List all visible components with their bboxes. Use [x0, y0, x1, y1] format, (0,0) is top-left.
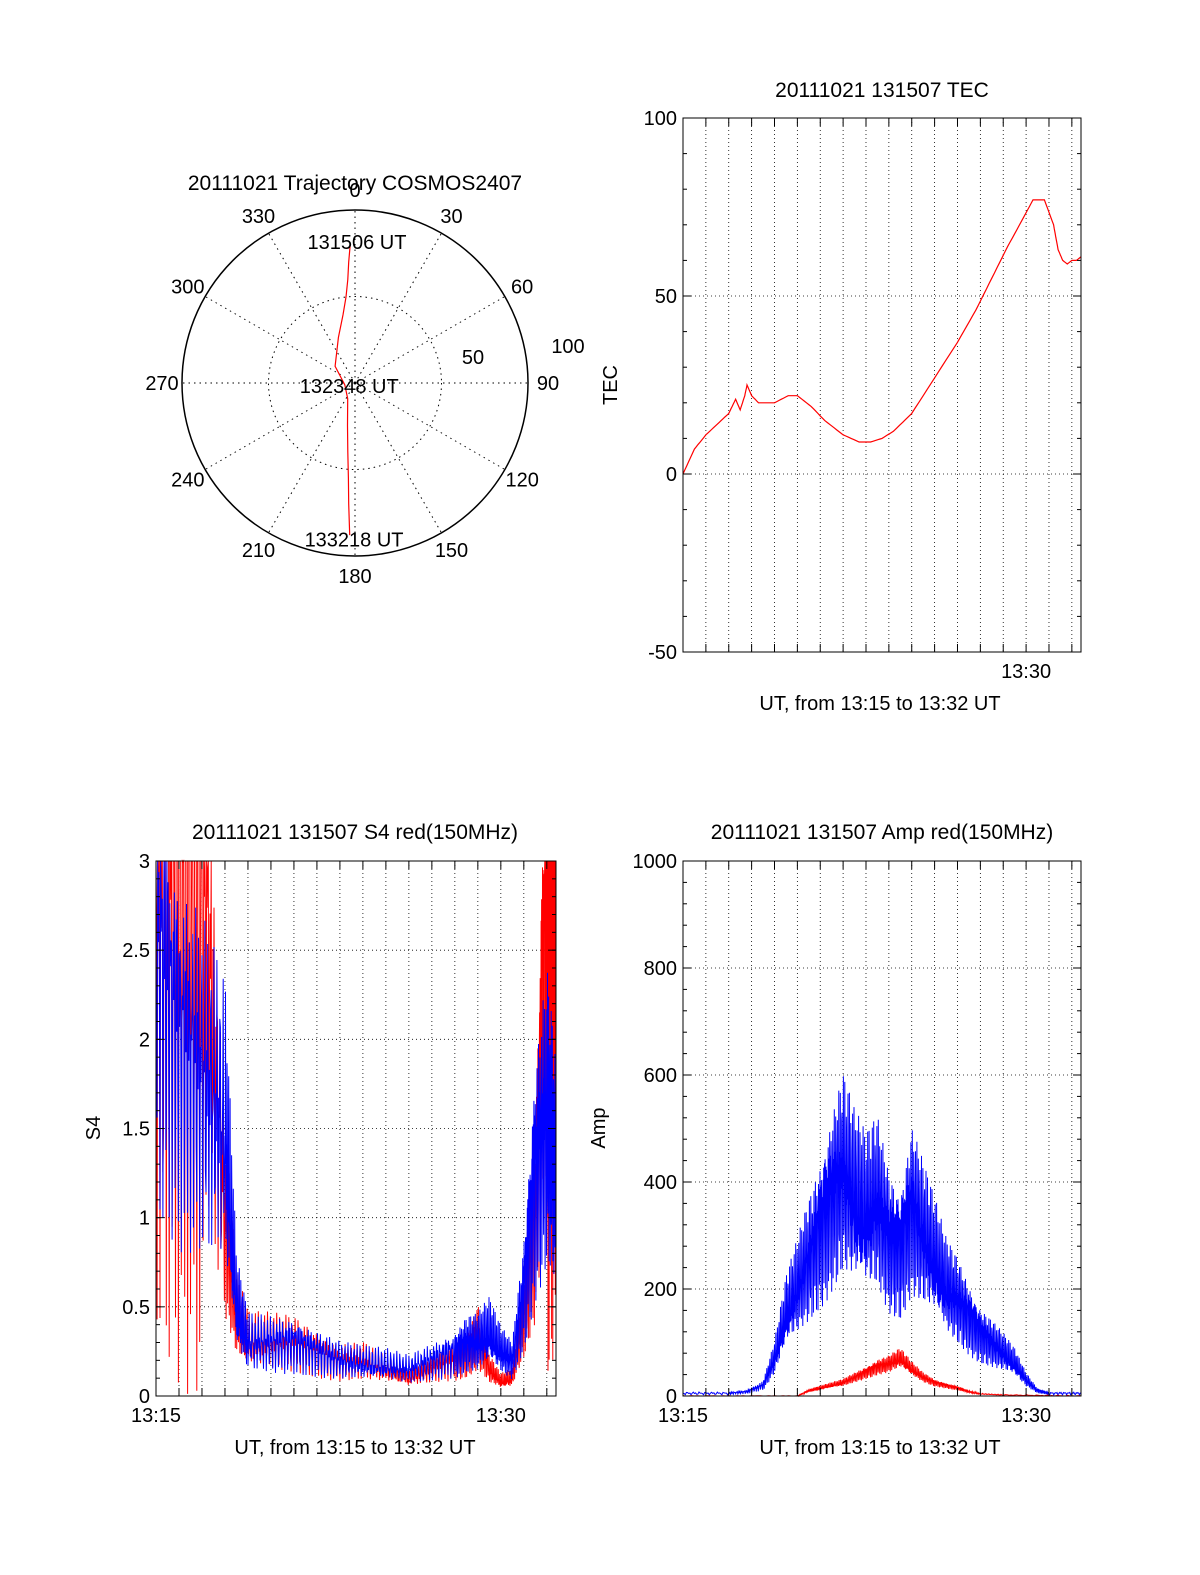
trajectory-spoke	[354, 296, 506, 384]
s4-ytick-label: 0	[139, 1386, 150, 1408]
trajectory-grid	[182, 210, 528, 556]
trajectory-azimuth-label: 90	[537, 373, 559, 395]
trajectory-title: 20111021 Trajectory COSMOS2407	[188, 172, 522, 195]
s4-ytick-label: 2	[139, 1029, 150, 1051]
trajectory-time-label: 133218 UT	[305, 530, 404, 552]
s4-xtick-label: 13:30	[476, 1405, 526, 1427]
amp-plot-frame	[682, 860, 1082, 1397]
tec-ylabel: TEC	[600, 365, 622, 405]
s4-xlabel: UT, from 13:15 to 13:32 UT	[234, 1437, 475, 1459]
s4-title: 20111021 131507 S4 red(150MHz)	[192, 821, 518, 844]
amp-ytick-label: 1000	[633, 851, 678, 873]
trajectory-spoke	[204, 296, 356, 384]
trajectory-spoke	[354, 382, 442, 534]
trajectory-azimuth-label: 240	[171, 470, 204, 492]
s4-xtick-label: 13:15	[131, 1405, 181, 1427]
tec-plot-frame	[682, 117, 1082, 653]
amp-ytick-label: 600	[644, 1065, 677, 1087]
trajectory-radial-label: 100	[551, 336, 584, 358]
tec-panel: 20111021 131507 TEC -50 0 50 100 13:30 UT, f…	[600, 79, 1082, 715]
amp-xtick-label: 13:15	[658, 1405, 708, 1427]
trajectory-azimuth-label: 270	[145, 373, 178, 395]
tec-grid	[683, 118, 1081, 652]
s4-series	[155, 859, 557, 1394]
tec-title: 20111021 131507 TEC	[775, 79, 989, 102]
amp-series-line-red	[682, 1349, 1082, 1398]
trajectory-spoke	[268, 232, 356, 384]
trajectory-azimuth-label: 0	[349, 180, 360, 202]
s4-panel: 20111021 131507 S4 red(150MHz) 0 0.5 1 1.5 2…	[83, 821, 557, 1459]
tec-series	[682, 199, 1082, 475]
trajectory-time-label: 132348 UT	[300, 376, 399, 398]
s4-grid	[156, 861, 556, 1396]
trajectory-azimuth-label: 180	[338, 566, 371, 588]
trajectory-spoke	[354, 232, 442, 384]
amp-ytick-label: 800	[644, 958, 677, 980]
trajectory-azimuth-label: 330	[242, 206, 275, 228]
tec-ytick-label: 50	[655, 286, 677, 308]
amp-series-line-blue	[682, 1076, 1082, 1397]
tec-ytick-label: 0	[666, 464, 677, 486]
s4-series-line-blue	[155, 860, 557, 1383]
amp-panel: 20111021 131507 Amp red(150MHz) 0 200 400 6…	[588, 821, 1082, 1459]
s4-ytick-label: 2.5	[122, 940, 150, 962]
tec-series-line-main	[682, 199, 1082, 475]
s4-ytick-label: 1	[139, 1208, 150, 1230]
tec-xlabel: UT, from 13:15 to 13:32 UT	[759, 693, 1000, 715]
s4-ylabel: S4	[83, 1116, 105, 1140]
trajectory-annotations: 131506 UT 132348 UT 133218 UT	[300, 232, 407, 551]
trajectory-azimuth-label: 150	[435, 540, 468, 562]
amp-title: 20111021 131507 Amp red(150MHz)	[711, 821, 1053, 844]
amp-ytick-label: 200	[644, 1279, 677, 1301]
trajectory-azimuth-label: 120	[505, 470, 538, 492]
trajectory-azimuth-label: 30	[440, 206, 462, 228]
trajectory-time-label: 131506 UT	[308, 232, 407, 254]
amp-ticks: 0 200 400 600 800 1000 13:15 13:30	[633, 851, 1081, 1427]
s4-ticks: 0 0.5 1 1.5 2 2.5 3 13:15 13:30	[122, 851, 556, 1427]
s4-ytick-label: 0.5	[122, 1297, 150, 1319]
trajectory-radial-label: 50	[462, 347, 484, 369]
s4-ytick-label: 3	[139, 851, 150, 873]
amp-ytick-label: 400	[644, 1172, 677, 1194]
tec-ytick-label: 100	[644, 108, 677, 130]
amp-ylabel: Amp	[588, 1107, 610, 1148]
amp-xlabel: UT, from 13:15 to 13:32 UT	[759, 1437, 1000, 1459]
amp-ytick-label: 0	[666, 1386, 677, 1408]
trajectory-horizon-circle	[181, 209, 529, 557]
trajectory-spoke	[268, 382, 356, 534]
trajectory-ring-50	[268, 296, 442, 470]
trajectory-path	[334, 244, 351, 536]
amp-grid	[683, 861, 1081, 1396]
amp-series	[682, 1076, 1082, 1398]
tec-ticks: -50 0 50 100 13:30	[644, 108, 1081, 683]
tec-ytick-label: -50	[648, 642, 677, 664]
trajectory-azimuth-label: 60	[511, 277, 533, 299]
trajectory-azimuth-label: 300	[171, 277, 204, 299]
trajectory-azimuth-label: 210	[242, 540, 275, 562]
trajectory-spoke	[204, 382, 356, 470]
amp-xtick-label: 13:30	[1001, 1405, 1051, 1427]
trajectory-azimuth-labels: 0 30 60 90 120 150 180 210 240 270 300 330	[145, 180, 559, 588]
trajectory-spoke	[354, 382, 506, 470]
tec-xtick-label: 13:30	[1001, 661, 1051, 683]
trajectory-panel: 20111021 Trajectory COSMOS2407 0 30 60 90 12…	[145, 172, 584, 588]
trajectory-radial-labels: 50 100	[462, 336, 585, 369]
s4-ytick-label: 1.5	[122, 1119, 150, 1141]
